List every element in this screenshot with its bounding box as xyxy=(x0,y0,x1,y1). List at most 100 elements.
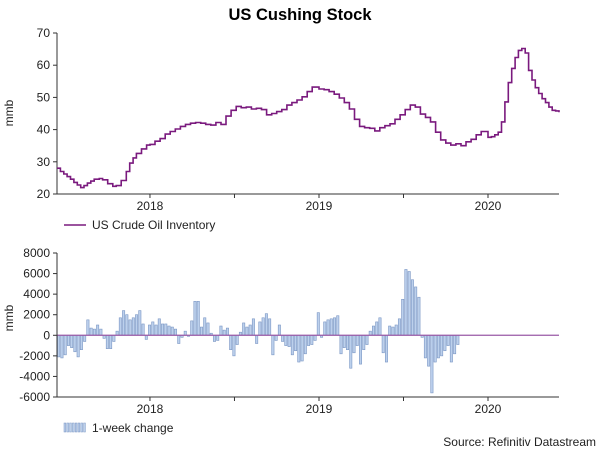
bar-chart-ytick-label: -6000 xyxy=(19,390,50,404)
bar-1-week-change xyxy=(57,334,61,358)
bar-chart-ytick-label: -4000 xyxy=(19,369,50,383)
bar-1-week-change xyxy=(232,334,236,357)
bar-1-week-change xyxy=(99,328,103,336)
bar-1-week-change xyxy=(148,324,152,336)
bar-1-week-change xyxy=(251,318,255,336)
bar-1-week-change xyxy=(92,328,96,336)
line-chart-ytick-label: 50 xyxy=(37,90,51,104)
legend-stripe xyxy=(83,422,86,433)
bar-1-week-change xyxy=(346,334,349,350)
bar-1-week-change xyxy=(339,334,343,355)
bar-1-week-change xyxy=(404,269,408,336)
bar-1-week-change xyxy=(440,334,444,357)
bar-1-week-change xyxy=(310,334,314,345)
bar-1-week-change xyxy=(268,318,272,336)
bar-1-week-change xyxy=(112,334,116,342)
bar-1-week-change xyxy=(245,326,249,336)
bar-1-week-change xyxy=(138,310,142,336)
bar-1-week-change xyxy=(443,334,447,352)
legend-stripe xyxy=(66,422,69,433)
bar-1-week-change xyxy=(193,301,197,336)
bar-1-week-change xyxy=(83,334,87,342)
bar-1-week-change xyxy=(151,321,155,336)
bar-1-week-change xyxy=(212,334,216,342)
bar-1-week-change xyxy=(430,334,434,394)
bar-1-week-change xyxy=(407,271,411,336)
bar-1-week-change xyxy=(453,334,457,355)
line-chart-panel: mmb 20 30 40 50 60 70 2018 2019 2020 US Crude O… xyxy=(2,26,560,232)
bar-1-week-change xyxy=(170,326,174,336)
bar-1-week-change xyxy=(222,329,226,336)
bar-1-week-change xyxy=(79,334,83,350)
legend-stripe xyxy=(77,422,81,433)
bar-1-week-change xyxy=(349,334,353,369)
bar-1-week-change xyxy=(384,334,388,363)
bar-1-week-change xyxy=(303,334,307,355)
bar-1-week-change xyxy=(391,326,395,336)
bar-1-week-change xyxy=(122,310,126,336)
bar-1-week-change xyxy=(290,334,294,356)
bar-1-week-change xyxy=(336,315,340,336)
legend-swatch-1-week-change xyxy=(63,422,86,433)
bar-chart-ylabel: mmb xyxy=(2,304,16,331)
bar-1-week-change xyxy=(96,324,100,336)
bar-1-week-change xyxy=(375,321,379,336)
bar-chart-panel: mmb -6000 -4000 -2000 0 2000 4000 6000 8000 201… xyxy=(2,246,559,435)
line-chart-ytick-label: 60 xyxy=(37,58,51,72)
bar-1-week-change xyxy=(144,334,148,340)
legend-swatch-stripes xyxy=(63,422,86,433)
bar-1-week-change xyxy=(372,325,375,336)
bar-1-week-change xyxy=(135,314,139,336)
bar-1-week-change xyxy=(274,334,278,341)
bar-chart-x-axis: 2018 2019 2020 xyxy=(137,397,502,416)
bar-1-week-change xyxy=(229,334,233,350)
bar-1-week-change xyxy=(183,330,187,336)
bar-chart-ytick-label: 6000 xyxy=(23,267,50,281)
bar-1-week-change xyxy=(281,334,285,342)
bar-1-week-change xyxy=(157,318,161,336)
bar-1-week-change xyxy=(219,325,223,336)
bar-chart-xtick-label: 2018 xyxy=(137,402,164,416)
bar-1-week-change xyxy=(271,334,275,356)
bar-1-week-change xyxy=(196,301,200,336)
bar-1-week-change xyxy=(264,313,268,336)
bar-1-week-change xyxy=(423,334,427,359)
bar-1-week-change xyxy=(436,334,440,359)
line-chart-xtick-label: 2020 xyxy=(475,199,502,213)
bar-1-week-change xyxy=(216,334,220,341)
bar-1-week-change xyxy=(368,330,372,336)
bar-1-week-change xyxy=(248,324,252,336)
bar-1-week-change xyxy=(125,314,129,336)
source-note: Source: Refinitiv Datastream xyxy=(443,435,596,449)
bar-1-week-change xyxy=(362,334,366,350)
series-line-us-crude-oil-inventory xyxy=(57,47,560,189)
bar-1-week-change xyxy=(365,334,369,345)
bar-1-week-change xyxy=(316,312,320,336)
bar-1-week-change xyxy=(427,334,431,367)
bar-1-week-change xyxy=(342,334,346,348)
bar-chart-xtick-label: 2020 xyxy=(475,402,502,416)
bar-1-week-change xyxy=(89,327,93,336)
bar-1-week-change xyxy=(258,321,262,336)
bar-chart-xtick-label: 2019 xyxy=(306,402,333,416)
legend-label-us-crude-oil-inventory: US Crude Oil Inventory xyxy=(92,218,215,232)
bar-1-week-change xyxy=(388,325,392,336)
bar-chart-ytick-label: 0 xyxy=(43,328,50,342)
line-chart-xtick-label: 2019 xyxy=(306,199,333,213)
bar-1-week-change xyxy=(235,334,239,345)
bar-1-week-change xyxy=(456,334,460,345)
legend-label-1-week-change: 1-week change xyxy=(92,421,174,435)
legend-stripe xyxy=(69,422,72,433)
bar-1-week-change xyxy=(109,334,113,349)
bar-1-week-change xyxy=(154,324,158,336)
bar-1-week-change xyxy=(131,317,135,336)
bar-1-week-change xyxy=(410,279,414,336)
bar-1-week-change xyxy=(128,319,132,336)
bar-chart-y-axis: -6000 -4000 -2000 0 2000 4000 6000 8000 xyxy=(19,246,57,404)
bar-1-week-change xyxy=(307,334,311,346)
bar-1-week-change xyxy=(300,334,304,362)
bar-1-week-change xyxy=(359,334,362,365)
line-chart-ytick-label: 70 xyxy=(37,26,51,40)
bar-1-week-change xyxy=(284,334,288,346)
bar-1-week-change xyxy=(449,334,453,363)
